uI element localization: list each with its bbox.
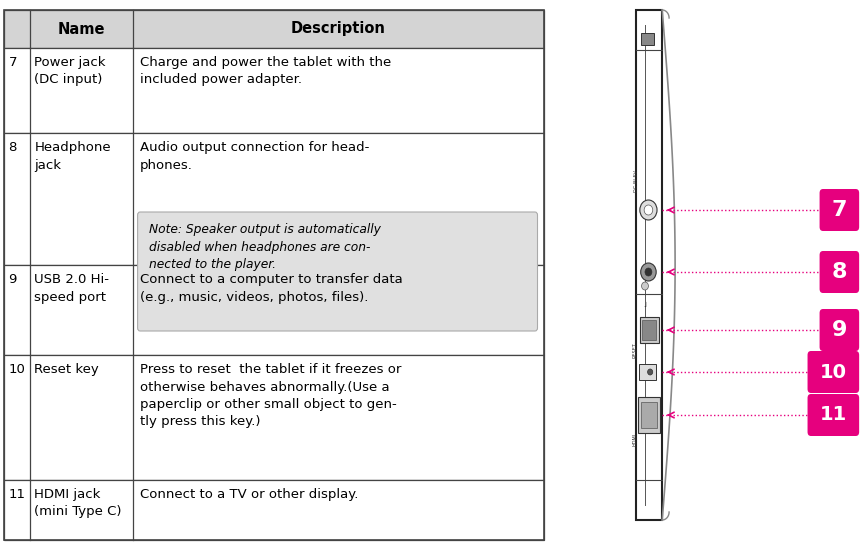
FancyBboxPatch shape bbox=[138, 212, 538, 331]
Circle shape bbox=[648, 369, 653, 375]
Bar bbox=[641, 402, 657, 428]
Bar bbox=[640, 317, 659, 343]
Text: Charge and power the tablet with the
included power adapter.: Charge and power the tablet with the inc… bbox=[140, 56, 391, 86]
Text: DC IN 5V: DC IN 5V bbox=[634, 170, 639, 192]
FancyBboxPatch shape bbox=[808, 351, 859, 393]
FancyBboxPatch shape bbox=[820, 251, 859, 293]
Text: Power jack
(DC input): Power jack (DC input) bbox=[34, 56, 106, 86]
Text: 8: 8 bbox=[832, 262, 847, 282]
Text: 9: 9 bbox=[832, 320, 847, 340]
Text: 9: 9 bbox=[9, 273, 17, 286]
Text: HDMI: HDMI bbox=[632, 433, 637, 446]
Text: ♩: ♩ bbox=[643, 302, 647, 308]
Text: USB 2.0 Hi-
speed port: USB 2.0 Hi- speed port bbox=[34, 273, 109, 304]
Text: Reset key: Reset key bbox=[34, 363, 99, 376]
FancyBboxPatch shape bbox=[820, 189, 859, 231]
Circle shape bbox=[641, 263, 656, 281]
Circle shape bbox=[645, 268, 652, 276]
Text: Description: Description bbox=[291, 21, 386, 36]
Text: 7: 7 bbox=[9, 56, 17, 69]
Text: 11: 11 bbox=[820, 405, 847, 425]
Text: Connect to a TV or other display.: Connect to a TV or other display. bbox=[140, 488, 359, 501]
Text: 10: 10 bbox=[9, 363, 26, 376]
FancyBboxPatch shape bbox=[820, 309, 859, 351]
Text: 11: 11 bbox=[9, 488, 26, 501]
FancyBboxPatch shape bbox=[808, 394, 859, 436]
Bar bbox=[636, 10, 662, 520]
Bar bbox=[4, 10, 544, 48]
Text: Press to reset  the tablet if it freezes or
otherwise behaves abnormally.(Use a
: Press to reset the tablet if it freezes … bbox=[140, 363, 402, 428]
Bar bbox=[642, 320, 656, 340]
Bar bbox=[4, 48, 544, 133]
Text: 8: 8 bbox=[9, 141, 17, 154]
Circle shape bbox=[644, 205, 653, 215]
Bar bbox=[641, 33, 654, 45]
Text: Headphone
jack: Headphone jack bbox=[34, 141, 111, 172]
Text: 10: 10 bbox=[820, 362, 847, 382]
Text: Audio output connection for head-
phones.: Audio output connection for head- phones… bbox=[140, 141, 370, 172]
Bar bbox=[638, 397, 660, 433]
Bar bbox=[639, 364, 656, 380]
Bar bbox=[4, 265, 544, 355]
Bar bbox=[4, 355, 544, 480]
Bar bbox=[4, 133, 544, 265]
Text: 7: 7 bbox=[832, 200, 847, 220]
Circle shape bbox=[640, 200, 657, 220]
Bar bbox=[4, 480, 544, 540]
Text: RESET: RESET bbox=[632, 342, 637, 358]
Text: Note: Speaker output is automatically
disabled when headphones are con-
nected t: Note: Speaker output is automatically di… bbox=[149, 223, 381, 271]
Text: HDMI jack
(mini Type C): HDMI jack (mini Type C) bbox=[34, 488, 122, 519]
Text: Name: Name bbox=[58, 21, 106, 36]
Circle shape bbox=[642, 282, 648, 290]
Text: Connect to a computer to transfer data
(e.g., music, videos, photos, files).: Connect to a computer to transfer data (… bbox=[140, 273, 403, 304]
